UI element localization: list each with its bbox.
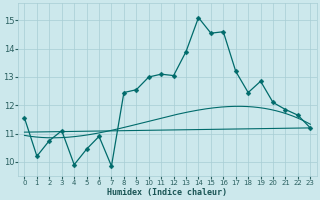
X-axis label: Humidex (Indice chaleur): Humidex (Indice chaleur) <box>108 188 228 197</box>
